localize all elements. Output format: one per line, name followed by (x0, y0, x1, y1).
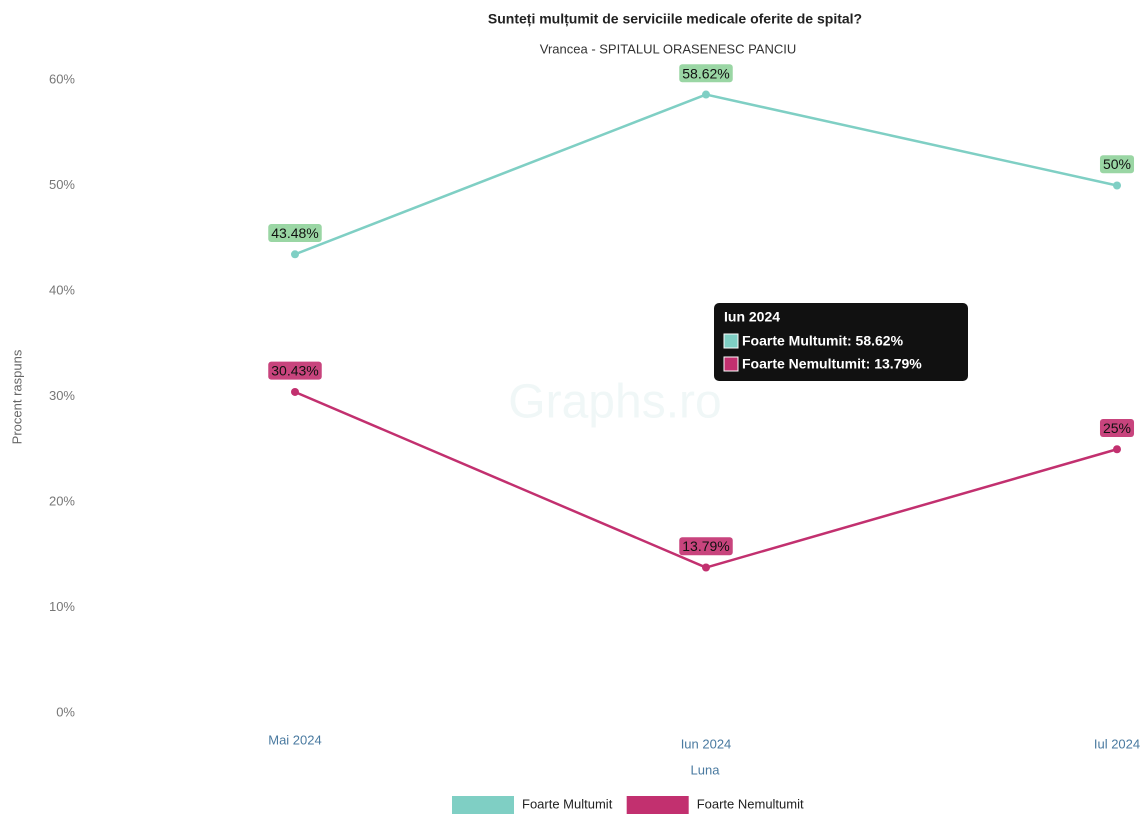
data-label: 25% (1099, 418, 1135, 437)
tooltip: Iun 2024 Foarte Multumit: 58.62% Foarte Ne… (714, 303, 968, 381)
tooltip-box (714, 303, 968, 381)
data-label-box (1099, 418, 1135, 437)
data-label-box (1099, 155, 1135, 174)
data-label-box (679, 64, 733, 83)
data-point (702, 563, 710, 572)
watermark: Graphs.ro (508, 376, 721, 429)
data-label: 58.62% (679, 64, 733, 83)
data-point (291, 250, 299, 259)
tooltip-swatch (723, 333, 739, 349)
data-point (1113, 445, 1121, 454)
data-point (1113, 181, 1121, 190)
tooltip-swatch (723, 356, 739, 372)
x-tick-label: Iun 2024 (681, 736, 732, 751)
data-label-text: 43.48% (271, 225, 318, 241)
data-label-box (268, 223, 322, 242)
legend-swatch (626, 796, 689, 814)
y-tick-label: 40% (49, 282, 75, 297)
data-label-text: 50% (1103, 156, 1131, 172)
data-label: 30.43% (268, 361, 322, 380)
data-label-text: 25% (1103, 420, 1131, 436)
data-label-box (268, 361, 322, 380)
y-tick-label: 0% (56, 704, 75, 719)
y-tick-label: 20% (49, 493, 75, 508)
tooltip-line: Foarte Nemultumit: 13.79% (742, 356, 922, 372)
x-tick-label: Iul 2024 (1094, 736, 1140, 751)
y-axis-label: Procent raspuns (9, 349, 24, 444)
legend-label: Foarte Nemultumit (697, 796, 804, 811)
data-label: 50% (1099, 155, 1135, 174)
y-tick-label: 60% (49, 71, 75, 86)
data-label-box (679, 537, 733, 556)
chart-subtitle: Vrancea - SPITALUL ORASENESC PANCIU (540, 41, 796, 56)
data-label: 43.48% (268, 223, 322, 242)
x-tick-label: Mai 2024 (268, 732, 321, 747)
series-line (294, 93, 1118, 256)
data-label-text: 13.79% (682, 538, 729, 554)
data-label: 13.79% (679, 537, 733, 556)
data-point (291, 387, 299, 396)
data-point (702, 90, 710, 99)
data-label-text: 58.62% (682, 65, 729, 81)
tooltip-line: Foarte Multumit: 58.62% (742, 333, 904, 349)
y-tick-label: 50% (49, 177, 75, 192)
legend-label: Foarte Multumit (522, 796, 613, 811)
x-axis-label: Luna (691, 762, 721, 777)
y-tick-label: 30% (49, 388, 75, 403)
y-tick-label: 10% (49, 599, 75, 614)
chart-title: Sunteți mulțumit de serviciile medicale … (488, 11, 862, 27)
tooltip-title: Iun 2024 (724, 309, 780, 325)
data-label-text: 30.43% (271, 363, 318, 379)
legend-swatch (452, 796, 514, 814)
